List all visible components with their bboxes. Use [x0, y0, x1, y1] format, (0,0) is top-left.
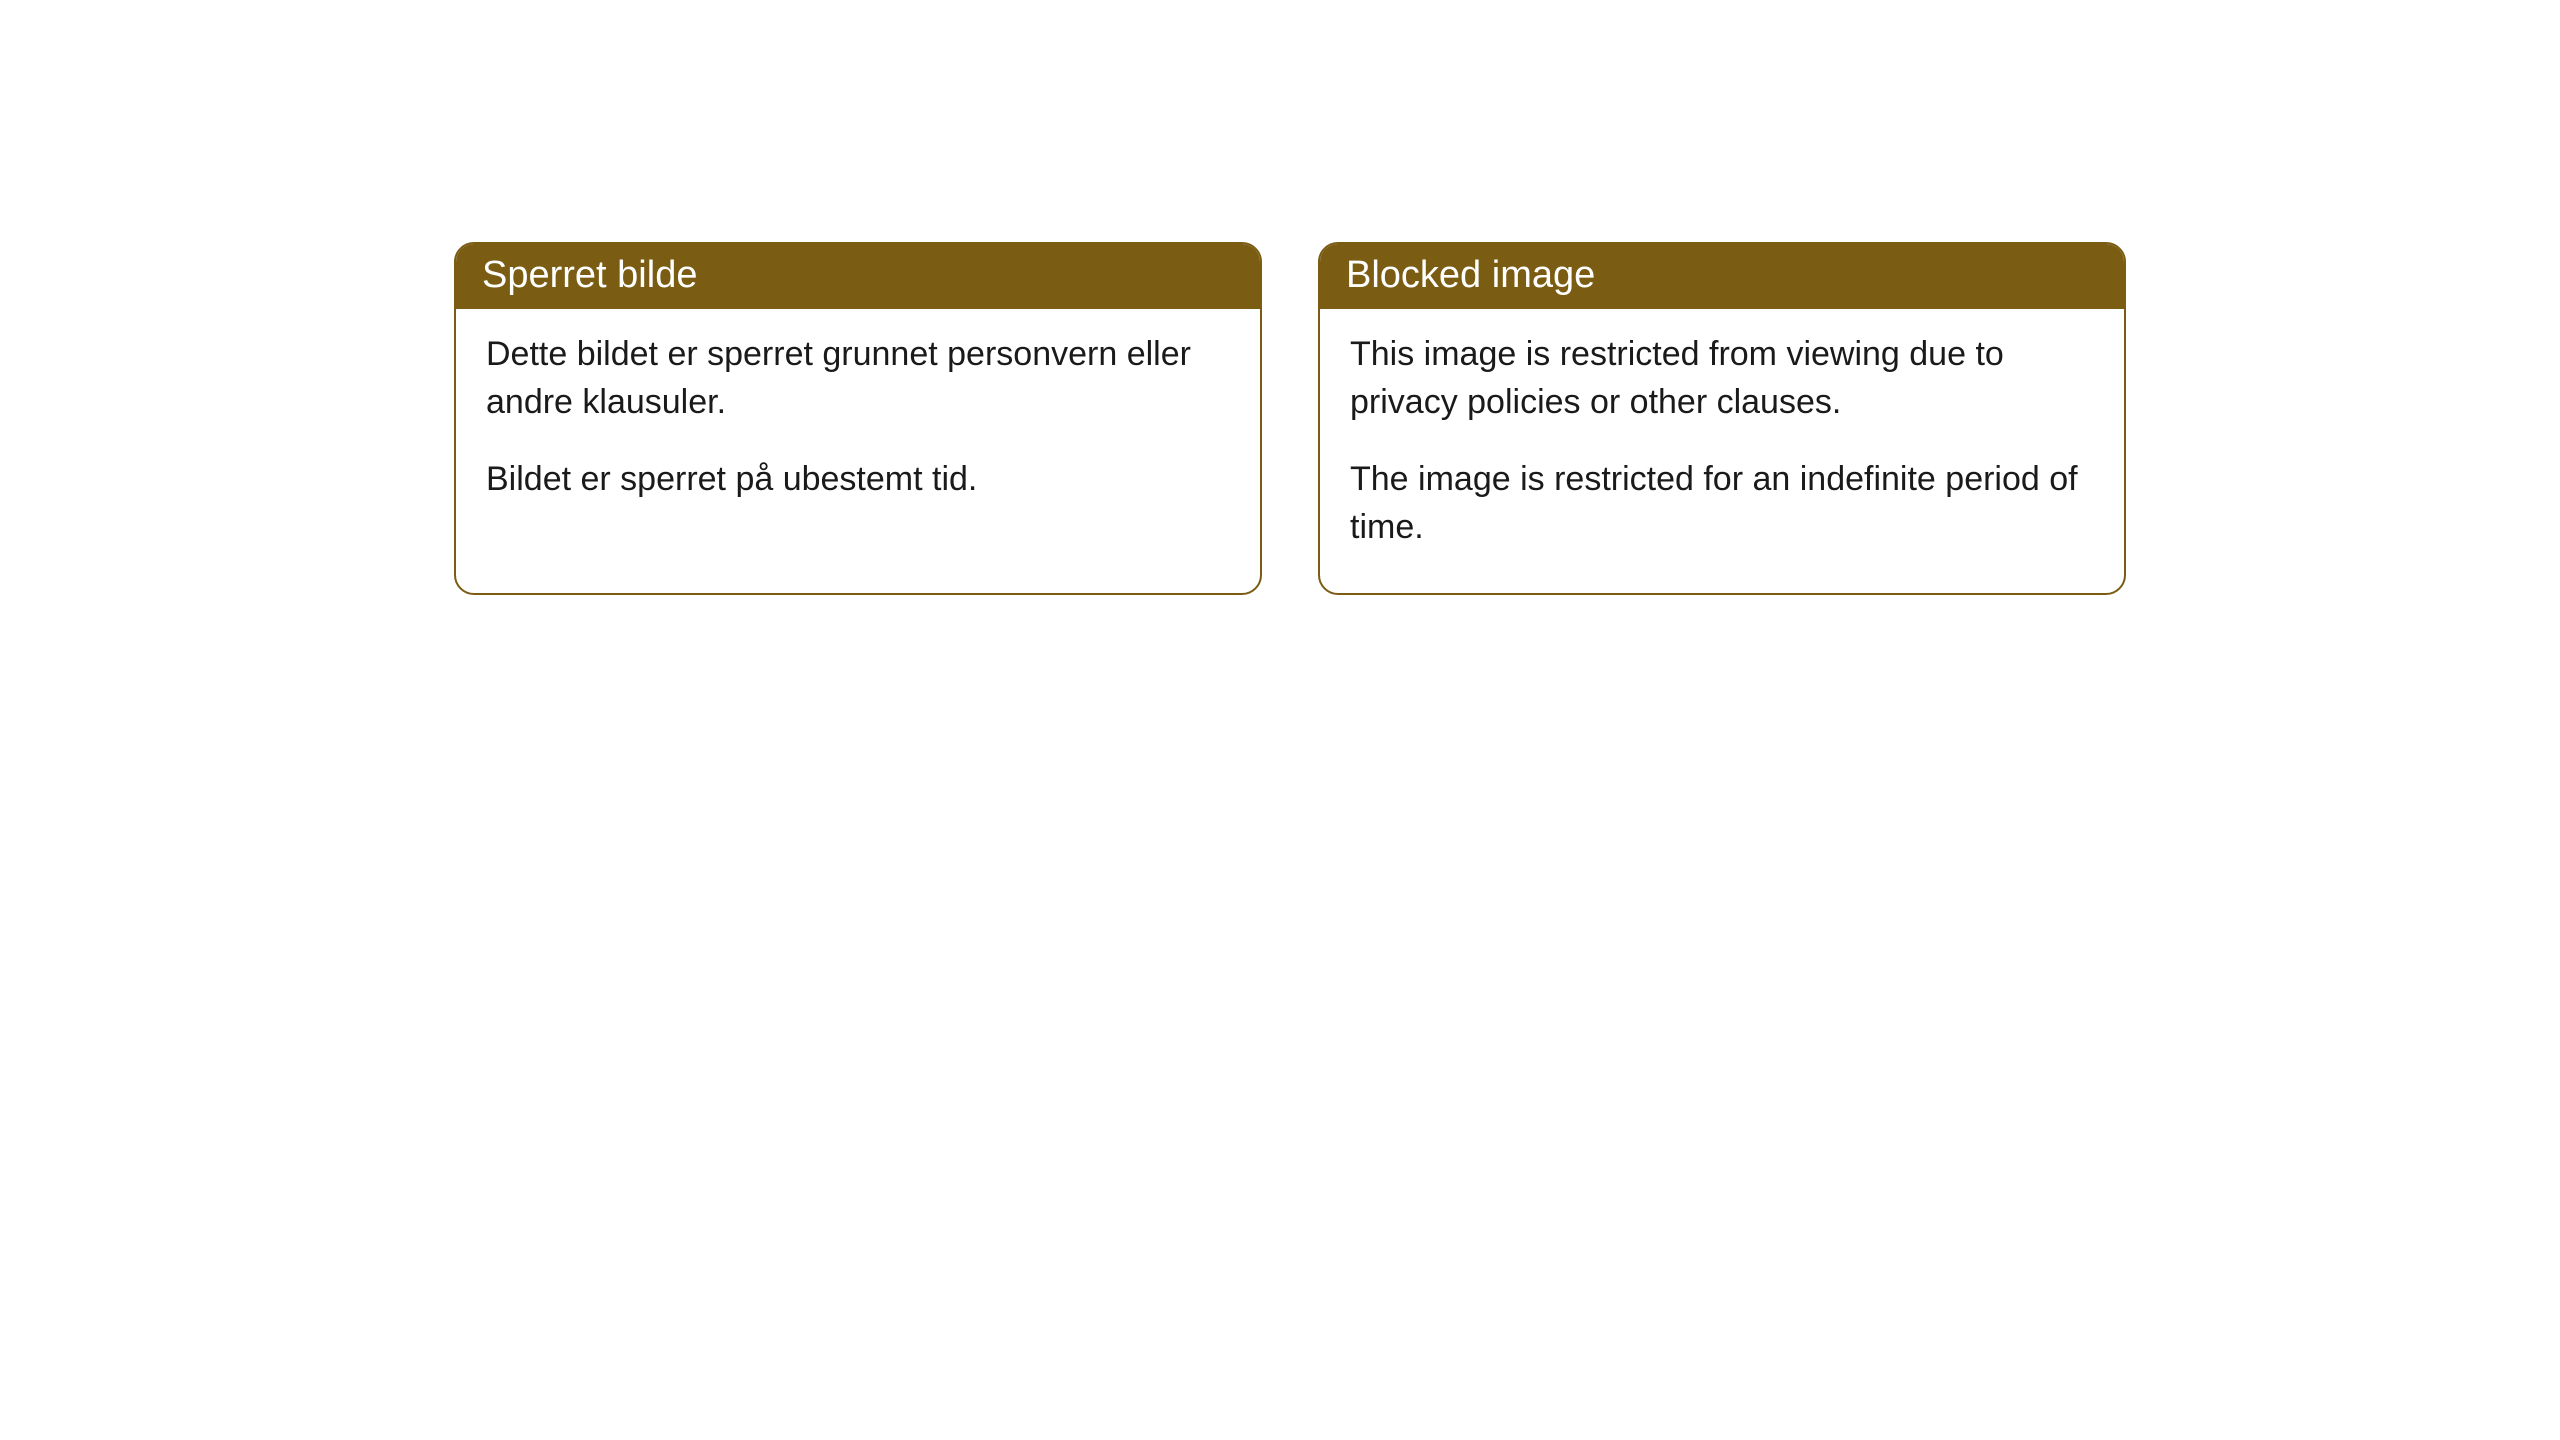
card-paragraph: This image is restricted from viewing du… [1350, 331, 2094, 426]
blocked-image-card-norwegian: Sperret bilde Dette bildet er sperret gr… [454, 242, 1262, 595]
notice-cards-container: Sperret bilde Dette bildet er sperret gr… [0, 0, 2560, 595]
card-paragraph: The image is restricted for an indefinit… [1350, 456, 2094, 551]
card-paragraph: Bildet er sperret på ubestemt tid. [486, 456, 1230, 504]
card-title: Sperret bilde [456, 244, 1260, 309]
card-title: Blocked image [1320, 244, 2124, 309]
blocked-image-card-english: Blocked image This image is restricted f… [1318, 242, 2126, 595]
card-body: This image is restricted from viewing du… [1320, 309, 2124, 593]
card-body: Dette bildet er sperret grunnet personve… [456, 309, 1260, 546]
card-paragraph: Dette bildet er sperret grunnet personve… [486, 331, 1230, 426]
